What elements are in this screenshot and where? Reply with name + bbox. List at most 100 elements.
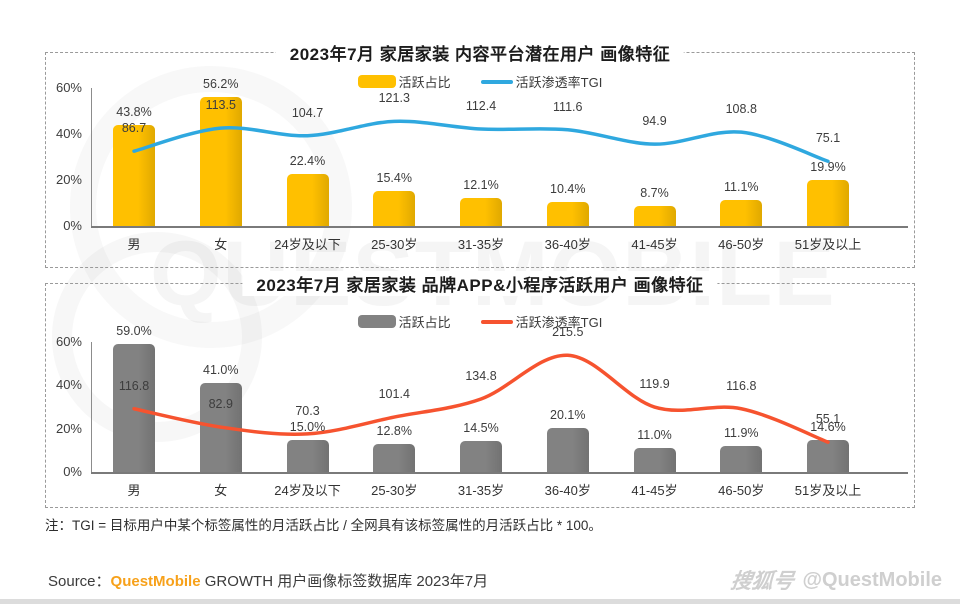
bar-value-label: 15.0% [289, 419, 326, 434]
tgi-value-label: 104.7 [291, 105, 324, 120]
y-axis-line [91, 342, 92, 472]
tgi-value-label: 55.1 [815, 412, 841, 427]
tgi-value-label: 75.1 [815, 131, 841, 146]
bar-value-label: 14.6% [810, 420, 846, 435]
legend-item-bar: 活跃占比 [357, 312, 451, 331]
y-axis-line [91, 88, 92, 226]
tgi-value-label: 112.4 [465, 99, 497, 114]
bar [720, 446, 763, 472]
x-axis-line [91, 472, 908, 474]
chart-title: 2023年7月 家居家装 内容平台潜在用户 画像特征 [275, 40, 685, 65]
brand-app-chart: 2023年7月 家居家装 品牌APP&小程序活跃用户 画像特征 活跃占比 活跃渗… [45, 271, 915, 508]
bar-value-label: 22.4% [289, 154, 326, 169]
bar [373, 444, 416, 472]
legend-label: 活跃占比 [398, 75, 451, 90]
bar-value-label: 14.5% [463, 420, 499, 435]
legend-item-bar: 活跃占比 [357, 72, 451, 91]
tgi-value-label: 119.9 [639, 377, 670, 392]
y-axis-label: 60% [55, 80, 82, 95]
x-axis-label: 24岁及以下 [274, 483, 341, 498]
x-axis-label: 46-50岁 [718, 237, 765, 252]
bar [807, 440, 849, 472]
bar-legend-swatch-icon [357, 75, 396, 88]
tgi-value-label: 86.7 [121, 121, 147, 136]
tgi-value-label: 116.8 [726, 378, 757, 393]
bar [546, 428, 589, 472]
bar [286, 439, 329, 472]
bar-value-label: 56.2% [203, 76, 239, 91]
bar-value-label: 19.9% [810, 160, 846, 175]
bar [807, 180, 849, 226]
x-axis-label: 女 [214, 483, 228, 498]
x-axis-label: 女 [214, 237, 228, 252]
tgi-value-label: 215.5 [552, 325, 584, 340]
tgi-value-label: 113.5 [205, 98, 236, 113]
bar [460, 440, 502, 472]
tgi-value-label: 134.8 [465, 368, 497, 383]
trend-line [132, 119, 830, 163]
tgi-value-label: 94.9 [642, 114, 667, 129]
bar-value-label: 12.1% [463, 178, 499, 193]
sohu-handle: @QuestMobile [802, 568, 942, 591]
source-brand: QuestMobile [110, 573, 201, 590]
bar-value-label: 11.9% [723, 426, 759, 441]
chart-title: 2023年7月 家居家装 品牌APP&小程序活跃用户 画像特征 [242, 271, 718, 296]
bar-value-label: 20.1% [550, 408, 586, 423]
bar [460, 198, 502, 226]
chart-legend: 活跃占比 活跃渗透率TGI [46, 312, 914, 331]
line-legend-swatch-icon [480, 79, 513, 84]
trend-line [132, 353, 830, 444]
tgi-value-label: 108.8 [725, 102, 757, 117]
x-axis-label: 男 [127, 237, 141, 252]
source-line: Source：QuestMobile GROWTH 用户画像标签数据库 2023… [48, 570, 488, 591]
legend-item-line: 活跃渗透率TGI [480, 312, 603, 331]
bar-value-label: 43.8% [116, 105, 152, 120]
tgi-value-label: 70.3 [295, 403, 320, 418]
bar [633, 448, 676, 472]
legend-item-line: 活跃渗透率TGI [480, 72, 603, 91]
bar [286, 174, 329, 226]
bar [373, 190, 416, 226]
bar [199, 96, 242, 226]
bar [720, 200, 763, 226]
x-axis-label: 25-30岁 [371, 237, 418, 252]
bar-value-label: 8.7% [640, 185, 669, 200]
sohu-watermark: 搜狐号 @QuestMobile [729, 565, 942, 595]
y-axis-label: 0% [63, 464, 82, 479]
x-axis-label: 36-40岁 [544, 237, 591, 252]
x-axis-label: 46-50岁 [718, 483, 765, 498]
y-axis-label: 20% [55, 420, 82, 436]
x-axis-label: 51岁及以上 [794, 483, 862, 498]
bar-legend-swatch-icon [357, 315, 396, 328]
line-legend-swatch-icon [480, 319, 513, 324]
bar-value-label: 12.8% [376, 424, 412, 439]
content-platform-chart: 2023年7月 家居家装 内容平台潜在用户 画像特征 活跃占比 活跃渗透率TGI… [45, 40, 915, 268]
bar-value-label: 11.1% [723, 180, 759, 195]
tgi-value-label: 82.9 [208, 397, 233, 412]
plot-area: 0% 20% 40% 60% 59.0% 男 116.8 41.0% 女 82.9 15.0% 24岁… [46, 284, 914, 507]
legend-label: 活跃渗透率TGI [515, 315, 603, 330]
x-axis-label: 24岁及以下 [274, 237, 341, 252]
y-axis-label: 0% [63, 218, 82, 233]
tgi-value-label: 101.4 [378, 387, 410, 402]
legend-label: 活跃渗透率TGI [515, 75, 603, 90]
plot-area: 0% 20% 40% 60% 43.8% 男 86.7 56.2% 女 113.5 22.4% 24岁… [46, 53, 914, 267]
bottom-divider [0, 599, 960, 604]
source-label: Source： [48, 573, 111, 590]
x-axis-line [91, 226, 908, 228]
tgi-value-label: 111.6 [553, 99, 583, 114]
y-axis-label: 20% [55, 172, 82, 187]
chart-legend: 活跃占比 活跃渗透率TGI [46, 72, 914, 91]
x-axis-label: 51岁及以上 [794, 237, 862, 252]
bar-value-label: 15.4% [376, 170, 412, 185]
legend-label: 活跃占比 [398, 315, 451, 330]
x-axis-label: 36-40岁 [544, 483, 591, 498]
tgi-value-label: 121.3 [378, 91, 410, 106]
bar-value-label: 11.0% [637, 428, 672, 443]
x-axis-label: 41-45岁 [631, 237, 678, 252]
y-axis-label: 40% [55, 126, 82, 141]
tgi-footnote: 注：TGI = 目标用户中某个标签属性的月活跃占比 / 全网具有该标签属性的月活… [45, 518, 602, 533]
bar-value-label: 59.0% [116, 324, 152, 339]
sohu-logo-icon: 搜狐号 [729, 570, 796, 593]
